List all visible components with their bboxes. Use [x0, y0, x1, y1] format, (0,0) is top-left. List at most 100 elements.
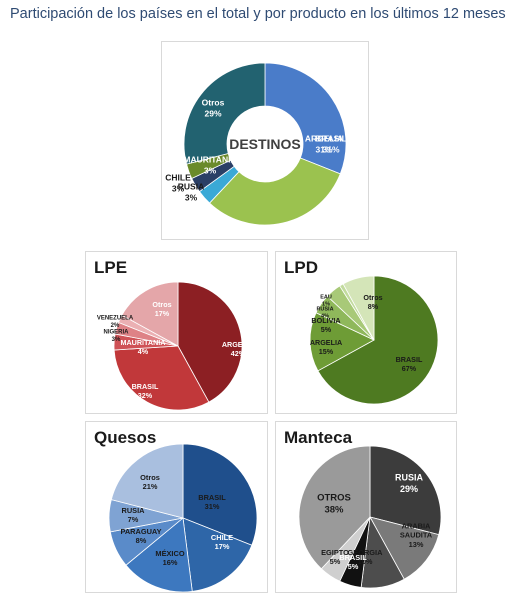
lpd-slice-brasil [317, 275, 439, 405]
destinos-value-argelia: 31% [315, 144, 332, 154]
manteca-chart-panel: RUSIA 29% ARABIA SAUDITA 13% GEORGIA 10% BRASIL… [275, 421, 457, 593]
lpe-value-brasil: 32% [138, 391, 153, 400]
lpe-name-venezuela: VENEZUELA [97, 315, 134, 321]
manteca-name-egipto: EGIPTO [321, 548, 349, 557]
lpd-pie-chart: BRASIL67%ARGELIA15%BOLIVIA5%RUSIA4%EAU1%… [309, 275, 439, 405]
quesos-name-paraguay: PARAGUAY [120, 527, 161, 536]
lpd-value-argelia: 15% [319, 347, 334, 356]
lpe-slice-otros [121, 281, 179, 347]
destinos-name-chile: CHILE [165, 173, 191, 183]
destinos-name-mauritania: MAURITANIA [183, 155, 236, 165]
destinos-slice-otros [183, 62, 266, 165]
lpd-value-bolivia: 5% [321, 325, 332, 334]
destinos-value-chile: 3% [172, 183, 185, 193]
lpe-slice-argelia [177, 281, 243, 403]
manteca-value-arabia-saudita: 13% [409, 540, 424, 549]
lpe-value-mauritania: 4% [138, 347, 149, 356]
manteca-name-brasil: BRASIL [339, 553, 367, 562]
quesos-value-rusia: 7% [128, 515, 139, 524]
manteca-value-otros: 38% [324, 504, 344, 515]
lpe-chart-title: LPE [94, 258, 128, 277]
quesos-name-otros: Otros [140, 473, 160, 482]
lpd-name-argelia: ARGELIA [310, 338, 342, 347]
destinos-center-label: DESTINOS [229, 136, 301, 152]
manteca-name-otros: OTROS [317, 492, 351, 503]
destinos-value-otros: 29% [204, 108, 221, 118]
quesos-slice-otros [110, 443, 184, 519]
lpd-name-bolivia: BOLIVIA [311, 316, 340, 325]
manteca-chart-title: Manteca [284, 428, 353, 447]
destinos-chart-panel: BRASIL 31% ARGELIA 31% RUSIA 3% CHILE 3% MAURITA… [161, 41, 369, 240]
quesos-value-paraguay: 8% [136, 536, 147, 545]
lpd-value-rusia: 4% [321, 313, 329, 319]
manteca-value-rusia: 29% [400, 484, 418, 494]
quesos-name-rusia: RUSIA [122, 506, 146, 515]
manteca-name-arabia-saudita: ARABIA [402, 521, 431, 530]
lpd-name-brasil: BRASIL [396, 355, 423, 364]
lpd-slice-otros [342, 275, 375, 341]
quesos-value-chile: 17% [215, 542, 230, 551]
destinos-slice-argelia [208, 157, 341, 226]
manteca-name-arabia-saudita: SAUDITA [400, 531, 433, 540]
lpe-chart-panel: ARGELIA 42% BRASIL 32% MAURITANIA 4% NIGERIA 3%… [85, 251, 268, 414]
lpe-name-argelia: ARGELIA [222, 340, 254, 349]
manteca-slice-arabia-saudita [369, 516, 440, 580]
quesos-chart-title: Quesos [94, 428, 157, 447]
manteca-slice-rusia [369, 445, 442, 536]
destinos-name-otros: Otros [202, 98, 225, 108]
quesos-slice-brasil [182, 443, 258, 546]
quesos-value-otros: 21% [143, 482, 158, 491]
manteca-slice-otros [298, 445, 371, 570]
lpd-value-otros: 8% [368, 302, 379, 311]
lpe-name-otros: Otros [152, 300, 171, 309]
quesos-name-brasil: BRASIL [198, 493, 226, 502]
quesos-value-mexico: 16% [163, 558, 178, 567]
destinos-value-rusia: 3% [185, 192, 198, 202]
destinos-name-rusia: RUSIA [178, 182, 204, 192]
lpd-chart-panel: BRASIL 67% ARGELIA 15% BOLIVIA 5% RUSIA 4% EAU 1%… [275, 251, 457, 414]
lpe-name-nigeria: NIGERIA [103, 329, 129, 335]
lpd-value-brasil: 67% [402, 364, 417, 373]
lpd-name-otros: Otros [363, 293, 382, 302]
lpd-value-eau: 1% [322, 301, 330, 307]
destinos-value-brasil: 31% [322, 144, 339, 154]
lpe-value-otros: 17% [155, 309, 170, 318]
lpe-slice-brasil [113, 345, 210, 411]
lpd-chart-title: LPD [284, 258, 318, 277]
quesos-name-chile: CHILE [211, 533, 233, 542]
lpe-label-venezuela: VENEZUELA 2% [97, 315, 134, 329]
lpd-name-eau: EAU [320, 294, 332, 300]
destinos-donut-chart: BRASIL31%ARGELIA31%RUSIA3%CHILE3%MAURITA… [165, 62, 347, 226]
manteca-value-brasil: 5% [348, 562, 359, 571]
manteca-value-georgia: 10% [358, 557, 373, 566]
destinos-name-brasil: BRASIL [315, 134, 347, 144]
lpd-slice-argelia [309, 312, 375, 372]
manteca-value-egipto: 5% [330, 557, 341, 566]
destinos-slice-brasil [264, 62, 347, 175]
